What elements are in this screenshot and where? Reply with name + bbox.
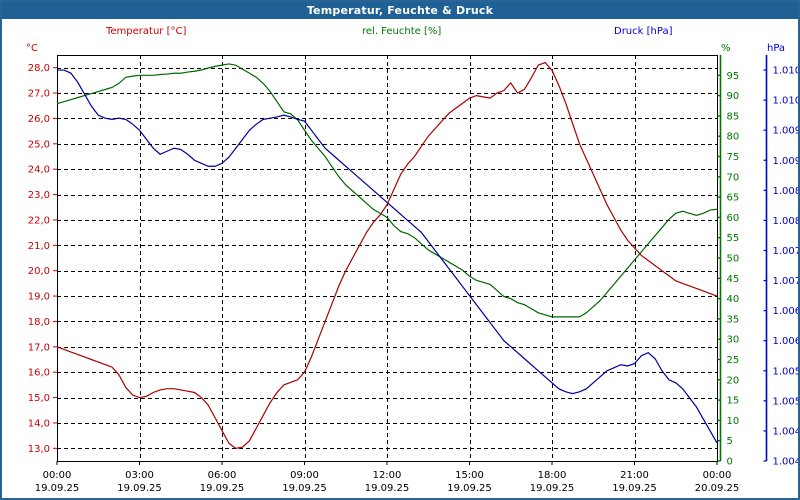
data-series-layer	[56, 61, 718, 449]
x-tick-time-label: 12:00	[373, 470, 402, 481]
pressure-tick-label: 1.010	[773, 66, 799, 77]
x-tick-date-label: 20.09.25	[695, 483, 740, 494]
humidity-tick-label: 95	[727, 71, 740, 82]
temperature-tick-label: 28,0	[28, 63, 50, 74]
x-tick-date-label: 19.09.25	[612, 483, 657, 494]
pressure-tick-label: 1.008	[773, 216, 799, 227]
x-tick-time-label: 06:00	[208, 470, 237, 481]
pressure-line	[57, 69, 718, 444]
humidity-tick-label: 70	[727, 172, 740, 183]
x-tick-time-label: 03:00	[125, 470, 154, 481]
humidity-tick-label: 35	[727, 314, 740, 325]
temperature-tick-label: 27,0	[28, 89, 50, 100]
humidity-line	[56, 63, 718, 318]
humidity-tick-label: 85	[727, 111, 740, 122]
temperature-tick-label: 20,0	[28, 266, 50, 277]
humidity-tick-label: 80	[727, 132, 740, 143]
pressure-tick-label: 1.004	[773, 426, 799, 437]
x-tick-time-label: 15:00	[455, 470, 484, 481]
temperature-tick-label: 22,0	[28, 215, 50, 226]
pressure-tick-label: 1.007	[773, 276, 799, 287]
humidity-tick-label: 30	[727, 335, 740, 346]
temperature-tick-label: 18,0	[28, 317, 50, 328]
x-tick-date-label: 19.09.25	[447, 483, 492, 494]
x-tick-time-label: 21:00	[620, 470, 649, 481]
humidity-tick-label: 60	[727, 213, 740, 224]
x-tick-time-label: 09:00	[290, 470, 319, 481]
temperature-tick-label: 15,0	[28, 393, 50, 404]
x-tick-date-label: 19.09.25	[35, 483, 80, 494]
pressure-tick-label: 1.006	[773, 336, 799, 347]
temperature-tick-label: 25,0	[28, 139, 50, 150]
humidity-tick-label: 75	[727, 152, 740, 163]
humidity-axis-unit: %	[721, 43, 731, 54]
pressure-axis-unit: hPa	[767, 43, 786, 54]
humidity-tick-label: 45	[727, 274, 740, 285]
humidity-tick-label: 65	[727, 193, 740, 204]
humidity-tick-label: 40	[727, 294, 740, 305]
legend-pressure: Druck [hPa]	[614, 26, 673, 37]
temperature-tick-label: 19,0	[28, 292, 50, 303]
temperature-tick-label: 26,0	[28, 114, 50, 125]
humidity-tick-label: 90	[727, 91, 740, 102]
window-title: Temperatur, Feuchte & Druck	[2, 2, 798, 19]
pressure-tick-label: 1.006	[773, 306, 799, 317]
temperature-axis-unit: °C	[26, 43, 38, 54]
legend-humidity: rel. Feuchte [%]	[362, 26, 442, 37]
humidity-tick-label: 10	[727, 416, 740, 427]
pressure-tick-label: 1.007	[773, 246, 799, 257]
humidity-tick-label: 55	[727, 233, 740, 244]
x-tick-date-label: 19.09.25	[530, 483, 575, 494]
pressure-tick-label: 1.004	[773, 457, 799, 468]
humidity-tick-label: 25	[727, 355, 740, 366]
temperature-tick-label: 23,0	[28, 190, 50, 201]
pressure-tick-label: 1.008	[773, 186, 799, 197]
pressure-tick-label: 1.009	[773, 126, 799, 137]
temperature-tick-label: 14,0	[28, 418, 50, 429]
humidity-tick-label: 0	[727, 457, 733, 468]
temperature-line	[56, 61, 718, 449]
temperature-tick-label: 17,0	[28, 342, 50, 353]
x-tick-date-label: 19.09.25	[282, 483, 327, 494]
pressure-tick-label: 1.010	[773, 96, 799, 107]
x-tick-date-label: 19.09.25	[365, 483, 410, 494]
grid-lines	[57, 55, 717, 461]
humidity-tick-label: 50	[727, 254, 740, 265]
temperature-tick-label: 21,0	[28, 241, 50, 252]
pressure-tick-label: 1.009	[773, 156, 799, 167]
x-tick-time-label: 00:00	[703, 470, 732, 481]
legend-temperature: Temperatur [°C]	[106, 26, 187, 37]
axis-tick-labels: 28,0 27,0 26,0 25,0 24,0 23,0 22,0 21,0 20,0 19,0…	[28, 63, 798, 494]
temperature-tick-label: 24,0	[28, 165, 50, 176]
x-tick-time-label: 18:00	[538, 470, 567, 481]
temperature-tick-label: 13,0	[28, 444, 50, 455]
temperature-tick-label: 16,0	[28, 368, 50, 379]
plot-frame	[57, 55, 768, 462]
pressure-tick-label: 1.005	[773, 396, 799, 407]
x-tick-time-label: 00:00	[43, 470, 72, 481]
humidity-tick-label: 20	[727, 375, 740, 386]
x-tick-date-label: 19.09.25	[117, 483, 162, 494]
x-tick-date-label: 19.09.25	[200, 483, 245, 494]
humidity-tick-label: 15	[727, 396, 740, 407]
pressure-tick-label: 1.005	[773, 366, 799, 377]
humidity-tick-label: 5	[727, 436, 733, 447]
